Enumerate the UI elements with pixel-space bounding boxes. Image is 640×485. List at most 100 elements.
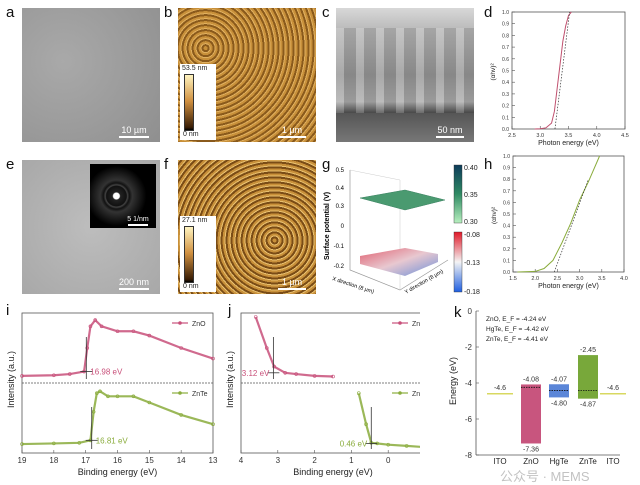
- edge-annotation: 16.98 eV: [90, 368, 123, 377]
- data-point: [95, 391, 99, 395]
- x-tick-label: 4.5: [621, 133, 629, 139]
- y-tick-label: -4: [465, 379, 473, 388]
- saed-inset: 5 1/nm: [90, 164, 156, 228]
- data-point: [77, 441, 82, 445]
- panel-label-k: k: [454, 304, 462, 321]
- level-label: -4.6: [494, 385, 506, 392]
- y-tick-label: 0.6: [503, 200, 510, 206]
- level-label: -4.6: [607, 385, 619, 392]
- data-point: [179, 346, 183, 350]
- y-tick-label: 1.0: [503, 154, 510, 160]
- inset-scale-bar: 5 1/nm: [123, 216, 153, 226]
- x-tick-label: 2.5: [508, 133, 516, 139]
- y-tick-label: 0.4: [503, 224, 510, 230]
- absorption-curve: [534, 11, 572, 130]
- data-point: [404, 444, 409, 448]
- data-point: [88, 324, 93, 329]
- y-tick-label: 0.5: [503, 212, 510, 218]
- y-axis-label: Intensity (a.u.): [225, 351, 235, 408]
- colorbar-tick: 0.30: [464, 219, 478, 226]
- y-axis-label: Intensity (a.u.): [6, 351, 16, 408]
- panel-label-f: f: [164, 156, 169, 173]
- fermi-level-note: HgTe, E_F = -4.42 eV: [486, 326, 549, 333]
- x-axis-label: Photon energy (eV): [538, 283, 599, 290]
- height-colorbar: [184, 226, 194, 283]
- afm-image-znte: 27.1 nm 0 nm 1 µm: [178, 160, 316, 294]
- scale-bar: 200 nm: [114, 277, 154, 290]
- legend-label: ZnTe: [412, 391, 420, 398]
- y-axis-label: (αhν)²: [491, 206, 498, 224]
- band-bar-znte: [578, 355, 598, 399]
- y-tick-label: -8: [465, 451, 473, 460]
- x-tick-label: 3: [276, 456, 281, 465]
- z-tick: 0.5: [336, 168, 345, 174]
- y-tick-label: 0.0: [502, 127, 509, 133]
- panel-label-d: d: [484, 4, 493, 21]
- scale-label: 1 µm: [281, 125, 303, 135]
- x-tick-label: 2.5: [554, 276, 562, 282]
- tem-cross-section: 50 nm: [336, 8, 474, 142]
- colorbar-tick: -0.18: [464, 289, 480, 296]
- data-point: [272, 364, 276, 369]
- y-tick-label: 0.2: [502, 104, 509, 110]
- y-tick-label: -2: [465, 343, 473, 352]
- panel-label-i: i: [6, 302, 10, 319]
- bottom-label: -7.36: [523, 446, 539, 453]
- x-tick-label: 3.0: [576, 276, 584, 282]
- spectrum-znte: [357, 392, 420, 448]
- panel-label-g: g: [322, 156, 331, 173]
- data-point: [20, 374, 24, 378]
- panel-label-b: b: [164, 4, 173, 21]
- data-point: [253, 315, 258, 319]
- y-tick-label: 0.9: [502, 22, 509, 28]
- z-tick: 0.4: [336, 186, 345, 192]
- y-tick-label: 0.7: [503, 189, 510, 195]
- data-point: [98, 389, 102, 394]
- y-tick-label: 0.5: [502, 69, 509, 75]
- afm-image-zno: 53.5 nm 0 nm 1 µm: [178, 8, 316, 142]
- colorbar-max: 27.1 nm: [182, 217, 208, 224]
- legend-label: ZnO: [412, 321, 420, 328]
- data-point: [20, 442, 24, 446]
- colorbar-tick: -0.08: [464, 232, 480, 239]
- y-tick-label: 0.3: [503, 235, 510, 241]
- scale-bar: 50 nm: [432, 125, 468, 138]
- legend-marker: [398, 321, 402, 325]
- y-tick-label: 0.7: [502, 45, 509, 51]
- chart-k: 0 -2 -4 -6 -8 Energy (eV) ZnO, E_F = -4.24 eV H…: [448, 307, 626, 466]
- data-point: [85, 346, 90, 350]
- top-label: -4.08: [523, 376, 539, 383]
- tem-grains: [336, 28, 474, 113]
- z-tick: 0: [341, 224, 345, 230]
- x-tick-label: 16: [113, 456, 122, 465]
- data-point: [312, 374, 317, 378]
- height-colorbar-panel: 27.1 nm 0 nm: [180, 216, 216, 292]
- scale-label: 10 µm: [121, 125, 147, 135]
- kpfm-3d-plot: 0.5 0.4 0.3 0 -0.1 -0.2 Surface potentia…: [324, 164, 480, 296]
- y-tick-label: -6: [465, 415, 473, 424]
- z-tick: -0.2: [334, 264, 345, 270]
- znte-potential-surface: [360, 248, 438, 276]
- watermark: 公众号 · MEMS: [500, 469, 590, 484]
- legend-marker: [178, 391, 182, 395]
- chart-i: 19 18 17 16 15 14 13 Binding energy (eV) Intensi…: [6, 312, 218, 477]
- scale-label: 200 nm: [118, 277, 150, 287]
- x-axis-label: Photon energy (eV): [538, 140, 599, 147]
- scale-label: 1 µm: [281, 277, 303, 287]
- x-tick-label: 4.0: [620, 276, 628, 282]
- z-tick: 0.3: [336, 204, 345, 210]
- inset-scale-label: 5 1/nm: [127, 216, 149, 223]
- y-tick-label: 0.8: [502, 33, 509, 39]
- x-tick-label: 13: [209, 456, 218, 465]
- y-tick-label: 0.8: [503, 177, 510, 183]
- legend-marker: [398, 391, 402, 395]
- x-tick-label: 2.0: [531, 276, 539, 282]
- data-point: [331, 374, 335, 379]
- y-tick-label: 0.2: [503, 247, 510, 253]
- z-axis-label: Surface potential (V): [324, 192, 331, 260]
- y-tick-label: 0.6: [502, 57, 509, 63]
- colorbar-zno: [453, 164, 463, 224]
- panel-label-c: c: [322, 4, 330, 21]
- colorbar-max: 53.5 nm: [182, 65, 208, 72]
- legend-label: ZnO: [192, 321, 206, 328]
